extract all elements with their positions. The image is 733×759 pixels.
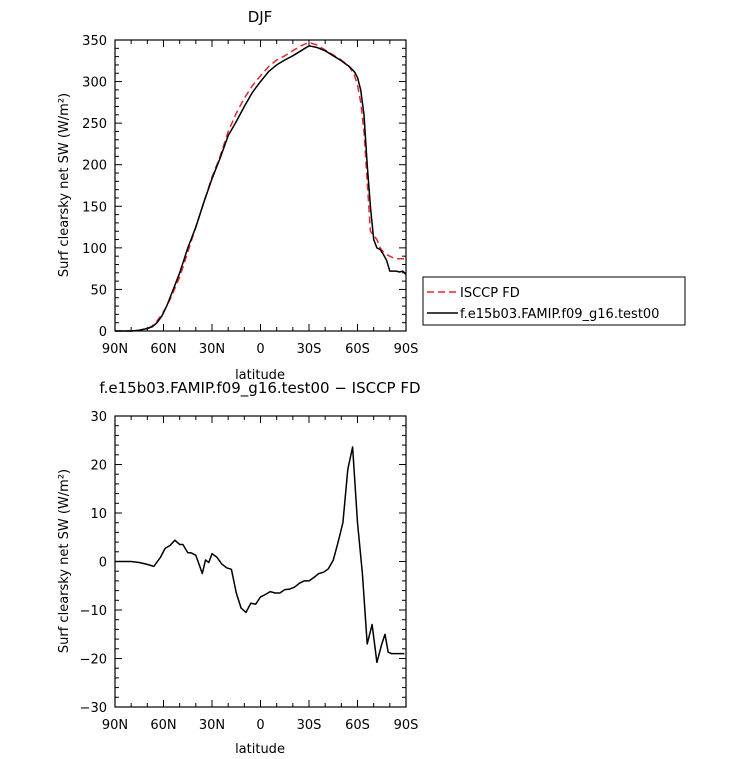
x-tick-label: 90N	[102, 718, 128, 733]
x-tick-label: 30N	[199, 718, 225, 733]
y-tick-label: 350	[82, 34, 107, 49]
y-tick-label: 250	[82, 117, 107, 132]
y-tick-label: 10	[90, 507, 107, 522]
x-tick-label: 60S	[345, 342, 370, 357]
y-tick-label: 150	[82, 200, 107, 215]
bottom-series-lines	[115, 446, 405, 664]
bottom-x-axis-label: latitude	[235, 742, 285, 757]
y-tick-label: 0	[99, 325, 107, 340]
legend-label-model: f.e15b03.FAMIP.f09_g16.test00	[460, 307, 659, 322]
top-x-axis-label: latitude	[235, 368, 285, 383]
bottom-axis-ticks: 90N 60N 30N 0 30S 60S 90S −30 −20 −10 0 10 20 30	[80, 410, 419, 733]
legend-label-isccp: ISCCP FD	[460, 286, 520, 301]
x-tick-label: 60N	[150, 342, 176, 357]
x-tick-label: 30N	[199, 342, 225, 357]
legend: ISCCP FD f.e15b03.FAMIP.f09_g16.test00	[422, 276, 686, 326]
bottom-chart-title: f.e15b03.FAMIP.f09_g16.test00 − ISCCP FD	[99, 379, 420, 398]
x-tick-label: 30S	[297, 718, 322, 733]
top-series-lines	[115, 41, 407, 332]
isccp-series-line	[115, 41, 406, 332]
x-tick-label: 60S	[345, 718, 370, 733]
model-series-line	[115, 446, 405, 664]
x-tick-label: 90S	[394, 718, 419, 733]
y-tick-label: −10	[80, 604, 107, 619]
x-tick-label: 0	[256, 718, 264, 733]
x-tick-label: 90S	[394, 342, 419, 357]
top-panel: DJF Surf clearsky net SW (W/m²) latitude…	[57, 8, 418, 383]
y-tick-label: 200	[82, 159, 107, 174]
bottom-y-axis-label: Surf clearsky net SW (W/m²)	[57, 469, 72, 653]
model-series-line	[115, 45, 407, 332]
y-tick-label: 100	[82, 242, 107, 257]
y-tick-label: 300	[82, 76, 107, 91]
x-tick-label: 0	[256, 342, 264, 357]
x-tick-label: 30S	[297, 342, 322, 357]
y-tick-label: −30	[80, 701, 107, 716]
top-y-axis-label: Surf clearsky net SW (W/m²)	[57, 93, 72, 277]
top-plot-frame	[114, 39, 407, 332]
x-tick-label: 90N	[102, 342, 128, 357]
top-chart-title: DJF	[248, 8, 273, 26]
y-tick-label: −20	[80, 653, 107, 668]
y-tick-label: 20	[90, 459, 107, 474]
x-tick-label: 60N	[150, 718, 176, 733]
bottom-plot-frame	[114, 415, 407, 708]
y-tick-label: 30	[90, 410, 107, 425]
y-tick-label: 0	[99, 556, 107, 571]
legend-box	[422, 276, 686, 326]
bottom-panel: f.e15b03.FAMIP.f09_g16.test00 − ISCCP FD…	[57, 379, 421, 757]
y-tick-label: 50	[90, 283, 107, 298]
